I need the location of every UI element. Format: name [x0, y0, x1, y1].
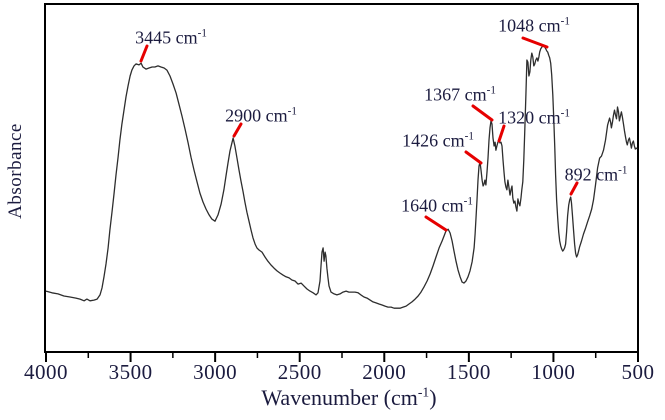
x-axis-title-superscript: -1	[417, 384, 430, 400]
peak-leader-line	[471, 104, 494, 122]
spectrum-curve	[45, 45, 638, 309]
peak-annotation-text: 1320 cm	[498, 107, 561, 128]
peak-annotation-superscript: -1	[197, 27, 207, 40]
peak-annotation-label: 1640 cm-1	[401, 196, 473, 217]
peak-annotation-text: 1367 cm	[424, 84, 487, 105]
peak-annotation-label: 1426 cm-1	[402, 131, 474, 152]
peak-leader-line	[521, 36, 549, 49]
peak-annotation-text: 2900 cm	[225, 105, 288, 126]
peak-annotation-superscript: -1	[560, 107, 570, 120]
peak-annotation-text: 892 cm	[564, 164, 619, 185]
x-tick-label: 3500	[108, 360, 153, 384]
x-tick-label: 1000	[531, 360, 576, 384]
peak-annotation-text: 3445 cm	[135, 27, 198, 48]
peak-leader-line	[424, 215, 448, 232]
x-axis-title: Wavenumber (cm-1)	[261, 385, 436, 411]
peak-annotation-text: 1426 cm	[402, 130, 465, 151]
peak-annotation-label: 892 cm-1	[565, 165, 628, 186]
peak-annotation-superscript: -1	[618, 164, 628, 177]
peak-annotation-superscript: -1	[560, 15, 570, 28]
peak-annotation-label: 1367 cm-1	[424, 85, 496, 106]
peak-annotation-text: 1640 cm	[401, 195, 464, 216]
peak-leader-line	[232, 122, 243, 138]
x-axis-title-close-paren: )	[429, 385, 437, 410]
peak-annotation-superscript: -1	[287, 105, 297, 118]
peak-annotation-superscript: -1	[464, 130, 474, 143]
peak-annotation-superscript: -1	[463, 195, 473, 208]
peak-annotation-superscript: -1	[486, 84, 496, 97]
peak-leader-line	[139, 44, 149, 63]
x-tick-label: 500	[621, 360, 655, 384]
x-axis-title-text: Wavenumber (cm	[261, 385, 418, 410]
y-axis-label: Absorbance	[5, 123, 26, 219]
x-tick-label: 2000	[362, 360, 407, 384]
x-tick-label: 1500	[446, 360, 491, 384]
peak-annotation-label: 3445 cm-1	[135, 28, 207, 49]
peak-annotation-label: 1320 cm-1	[498, 108, 570, 129]
peak-leader-line	[497, 124, 506, 143]
peak-annotation-text: 1048 cm	[498, 15, 561, 36]
peak-leader-line	[569, 181, 579, 196]
x-tick-label: 4000	[24, 360, 68, 384]
peak-annotation-label: 2900 cm-1	[225, 106, 297, 127]
peak-annotation-label: 1048 cm-1	[498, 16, 570, 37]
x-tick-label: 3000	[193, 360, 238, 384]
peak-leader-line	[464, 150, 483, 165]
x-tick-label: 2500	[277, 360, 322, 384]
